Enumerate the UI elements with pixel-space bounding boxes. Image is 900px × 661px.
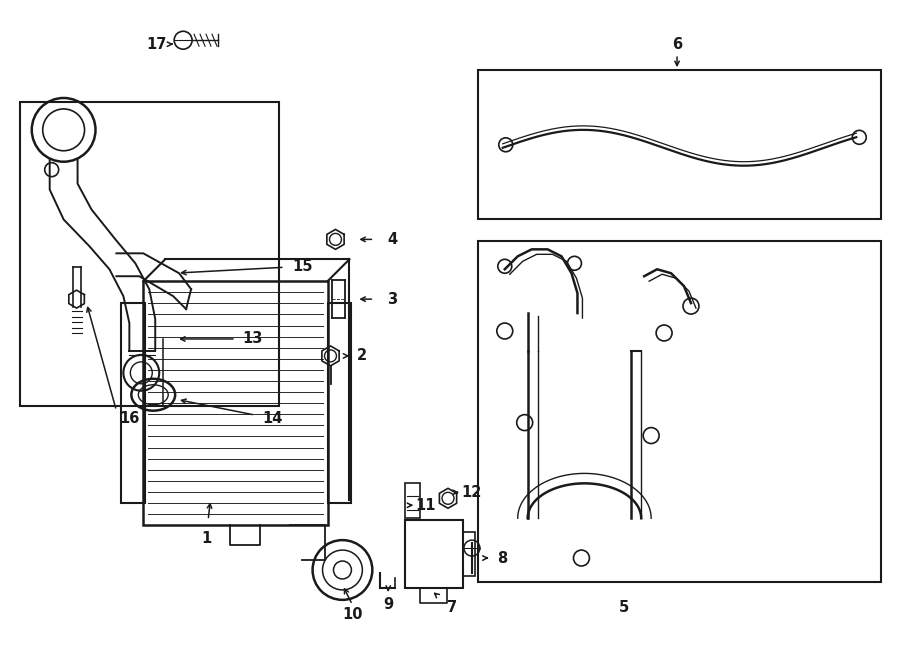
Bar [328,303,351,503]
Text: 13: 13 [243,331,263,346]
Text: 4: 4 [387,232,397,247]
Bar [478,70,881,219]
Text: 2: 2 [357,348,367,364]
Bar [143,281,328,525]
Bar [122,303,145,503]
Bar [478,241,881,582]
Text: 7: 7 [447,600,457,615]
Text: 11: 11 [415,498,436,513]
Bar [463,532,475,576]
Text: 16: 16 [119,411,140,426]
Text: 3: 3 [387,292,397,307]
Text: 17: 17 [146,37,166,52]
Text: 8: 8 [497,551,507,566]
Text: 6: 6 [672,37,682,52]
Bar [405,520,463,588]
Text: 12: 12 [462,485,482,500]
Text: 15: 15 [292,258,313,274]
Text: 9: 9 [383,598,393,612]
Text: 1: 1 [201,531,212,545]
Text: 14: 14 [263,411,283,426]
Bar [405,483,420,518]
Text: 5: 5 [619,600,629,615]
Text: 10: 10 [342,607,363,622]
Bar [20,102,279,406]
